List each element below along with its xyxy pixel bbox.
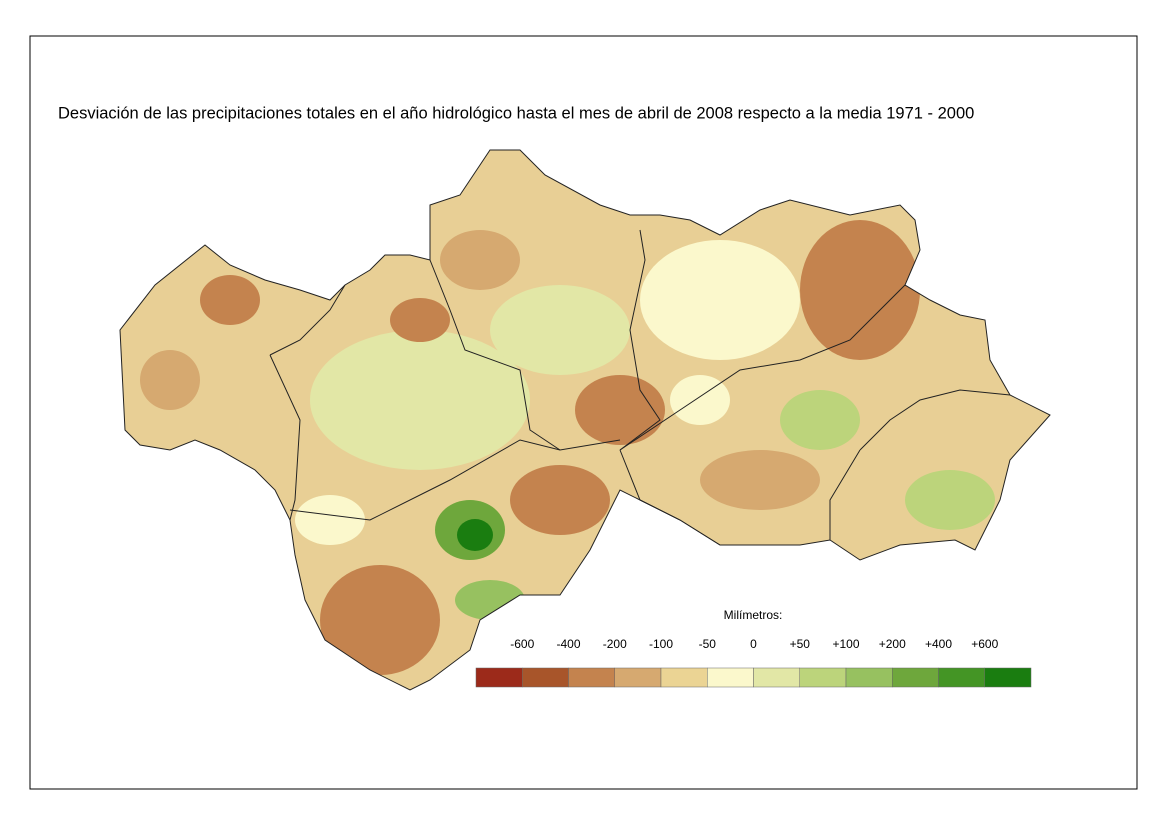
legend-title: Milímetros: — [724, 608, 783, 622]
legend-swatch — [707, 667, 754, 688]
legend-swatch — [475, 667, 523, 688]
legend: -600 -400 -200 -100 -50 0 +50 +100 +200 +400 +600 — [475, 637, 1032, 688]
legend-label: -400 — [556, 637, 580, 651]
legend-label: 0 — [750, 637, 757, 651]
legend-label: +200 — [879, 637, 906, 651]
legend-label: -100 — [649, 637, 673, 651]
legend-label: +100 — [832, 637, 859, 651]
legend-label: -50 — [699, 637, 717, 651]
legend-label: -200 — [603, 637, 627, 651]
legend-label: +400 — [925, 637, 952, 651]
legend-swatch — [892, 667, 939, 688]
legend-swatch — [753, 667, 800, 688]
legend-label: +50 — [790, 637, 811, 651]
legend-swatch — [845, 667, 893, 688]
legend-swatch — [660, 667, 708, 688]
legend-swatch — [984, 667, 1032, 688]
map-title: Desviación de las precipitaciones totale… — [58, 104, 974, 122]
legend-label: +600 — [971, 637, 998, 651]
legend-swatch — [799, 667, 847, 688]
legend-swatch — [568, 667, 615, 688]
province-borders — [269, 229, 1011, 546]
legend-swatch — [938, 667, 985, 688]
legend-swatch — [614, 667, 662, 688]
legend-swatch — [522, 667, 569, 688]
legend-label: -600 — [510, 637, 534, 651]
